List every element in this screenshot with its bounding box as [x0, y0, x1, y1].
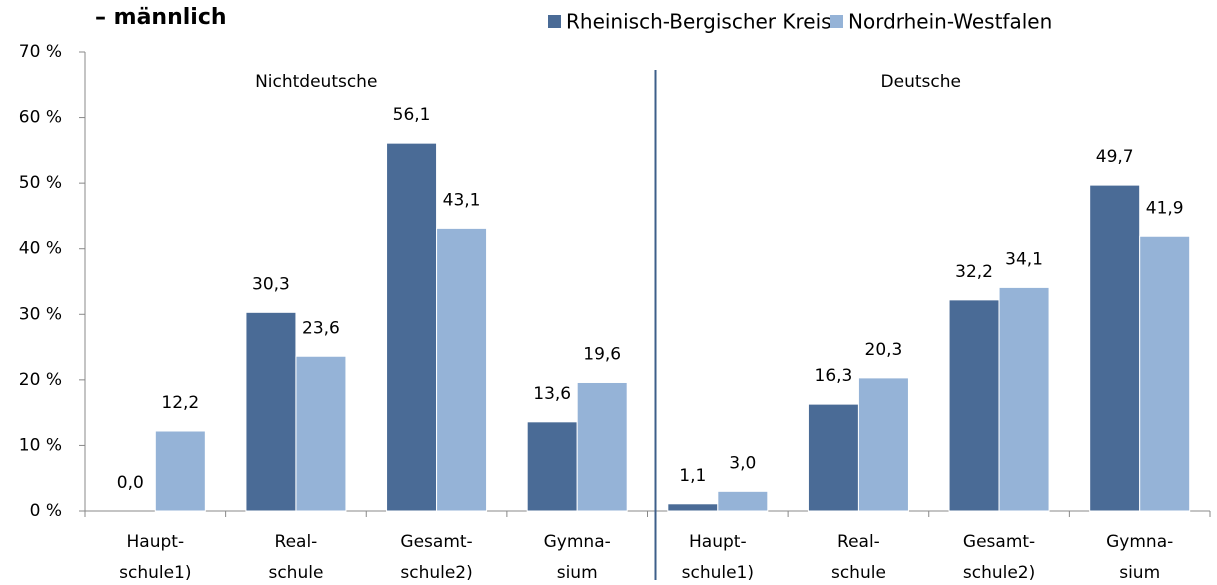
y-tick-label: 10 %: [19, 435, 62, 455]
value-label: 34,1: [1005, 249, 1043, 269]
bar: [245, 311, 297, 512]
value-label: 0,0: [117, 473, 144, 493]
x-tick-label: schule: [831, 563, 886, 583]
x-tick-label: Gymna-: [1106, 532, 1173, 552]
bar: [857, 377, 909, 512]
group-label: Deutsche: [881, 72, 961, 92]
y-tick-label: 0 %: [30, 501, 62, 521]
x-tick-label: Haupt-: [689, 532, 747, 552]
legend-swatch: [548, 15, 561, 28]
value-label: 49,7: [1096, 147, 1134, 167]
bar: [295, 355, 347, 512]
legend-swatch: [830, 15, 843, 28]
x-tick-label: Gymna-: [544, 532, 611, 552]
bar: [1089, 184, 1141, 512]
value-label: 12,2: [161, 393, 199, 413]
x-tick-label: Haupt-: [127, 532, 185, 552]
group-label: Nichtdeutsche: [255, 72, 377, 92]
y-tick-label: 60 %: [19, 108, 62, 128]
value-label: 16,3: [815, 366, 853, 386]
bar: [1139, 235, 1191, 512]
value-label: 19,6: [583, 344, 621, 364]
bar: [154, 430, 206, 512]
bar: [948, 299, 1000, 512]
y-tick-label: 20 %: [19, 370, 62, 390]
value-label: 30,3: [252, 274, 290, 294]
x-tick-label: Real-: [837, 532, 880, 552]
x-tick-label: schule2): [400, 563, 472, 583]
x-tick-label: Real-: [275, 532, 318, 552]
x-tick-label: sium: [557, 563, 598, 583]
legend-label: Rheinisch-Bergischer Kreis: [566, 10, 832, 34]
x-tick-label: Gesamt-: [400, 532, 472, 552]
value-label: 13,6: [533, 384, 571, 404]
value-label: 3,0: [729, 453, 756, 473]
y-tick-label: 70 %: [19, 42, 62, 62]
value-label: 56,1: [393, 105, 431, 125]
x-tick-label: schule2): [963, 563, 1035, 583]
bar: [436, 227, 488, 512]
bar: [526, 421, 578, 512]
x-tick-label: schule1): [682, 563, 754, 583]
bar: [386, 142, 438, 512]
bar: [998, 286, 1050, 512]
bar: [717, 490, 769, 512]
value-label: 32,2: [955, 262, 993, 282]
value-label: 20,3: [865, 340, 903, 360]
value-label: 41,9: [1146, 198, 1184, 218]
bar: [807, 403, 859, 512]
x-tick-label: Gesamt-: [963, 532, 1035, 552]
legend-label: Nordrhein-Westfalen: [848, 10, 1052, 34]
x-tick-label: sium: [1119, 563, 1160, 583]
value-label: 23,6: [302, 318, 340, 338]
bar: [667, 503, 719, 512]
value-label: 1,1: [679, 466, 706, 486]
x-tick-label: schule: [268, 563, 323, 583]
y-tick-label: 50 %: [19, 173, 62, 193]
chart-title: – männlich: [95, 5, 227, 30]
x-tick-label: schule1): [119, 563, 191, 583]
y-tick-label: 30 %: [19, 304, 62, 324]
y-tick-label: 40 %: [19, 239, 62, 259]
value-label: 43,1: [443, 190, 481, 210]
bar: [576, 381, 628, 512]
